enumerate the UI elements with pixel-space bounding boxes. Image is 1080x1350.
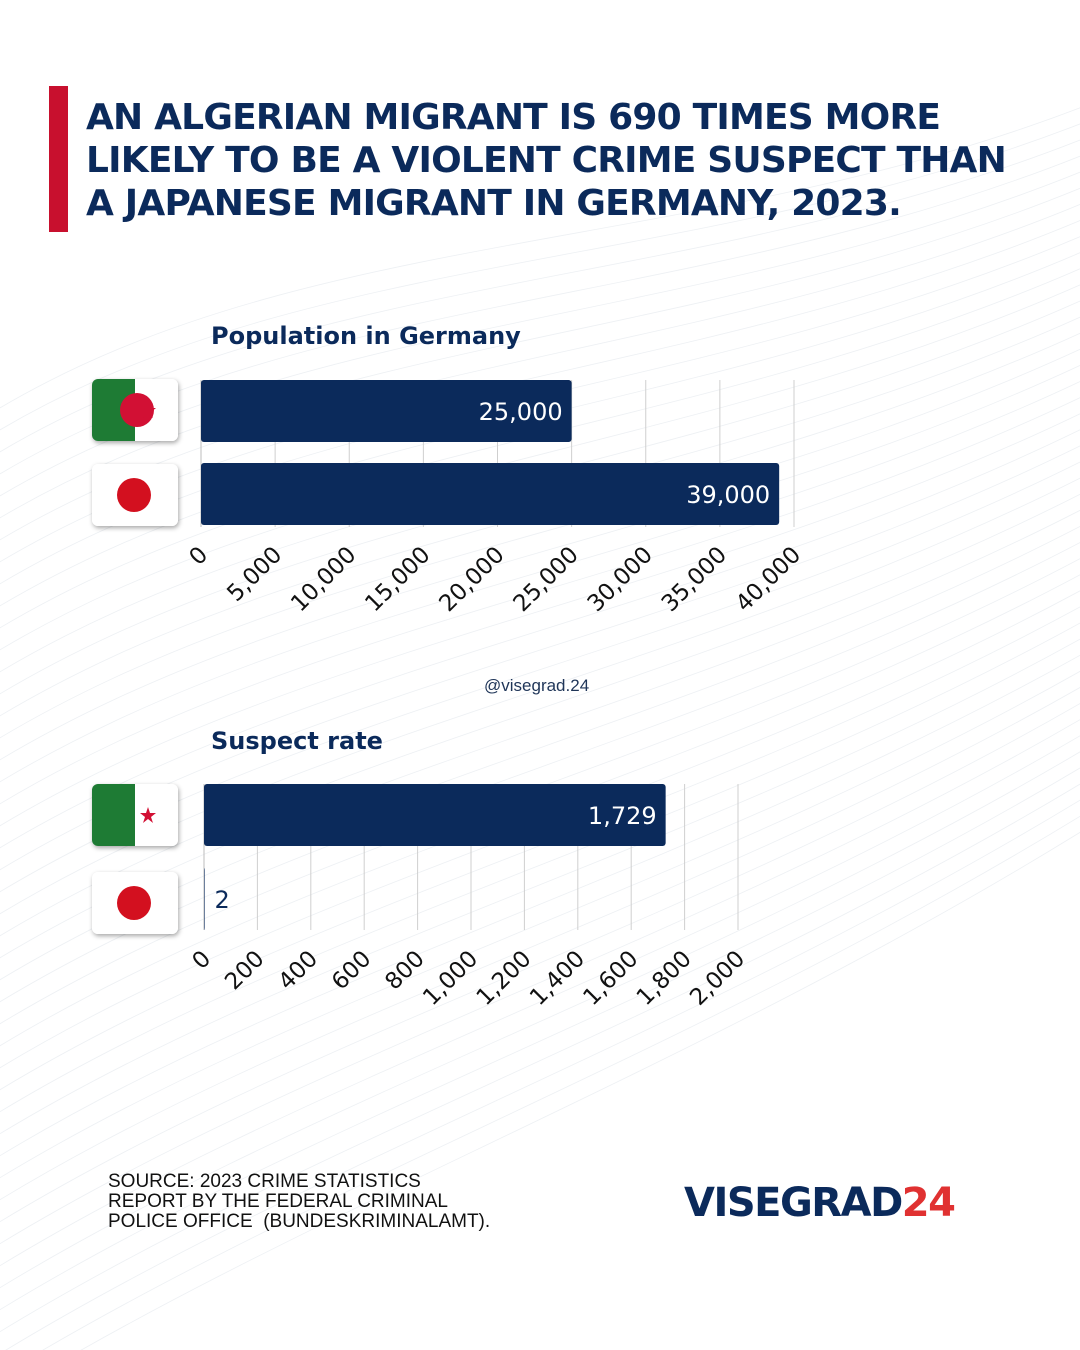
tick-label: 200 <box>220 946 269 995</box>
bar-japan <box>201 463 780 525</box>
tick-label: 1,400 <box>525 946 590 1011</box>
tick-label: 2,000 <box>685 946 750 1011</box>
algeria-flag-icon <box>92 379 178 441</box>
chart-title-suspect-rate: Suspect rate <box>211 727 383 755</box>
visegrad24-logo: VISEGRAD24 <box>684 1180 956 1226</box>
tick-label: 600 <box>327 946 376 995</box>
japan-flag-icon <box>92 872 178 934</box>
source-line: REPORT BY THE FEDERAL CRIMINAL <box>108 1191 448 1212</box>
chart-title-population: Population in Germany <box>211 322 521 350</box>
tick-label: 1,800 <box>632 946 697 1011</box>
tick-label: 400 <box>274 946 323 995</box>
headline-accent-bar <box>49 86 68 232</box>
bar-algeria <box>204 784 666 846</box>
bar-algeria <box>201 380 572 442</box>
value-label: 1,729 <box>588 802 657 830</box>
value-label: 25,000 <box>479 398 563 426</box>
japan-flag-icon <box>92 464 178 526</box>
tick-label: 1,200 <box>472 946 537 1011</box>
tick-label: 0 <box>188 946 217 975</box>
algeria-flag-icon <box>92 784 178 846</box>
value-label: 39,000 <box>686 481 770 509</box>
headline: AN ALGERIAN MIGRANT IS 690 TIMES MORE LI… <box>86 96 1046 225</box>
bar-japan <box>204 868 205 930</box>
tick-label: 1,600 <box>578 946 643 1011</box>
tick-label: 1,000 <box>418 946 483 1011</box>
source-line: SOURCE: 2023 CRIME STATISTICS <box>108 1171 421 1192</box>
headline-line: AN ALGERIAN MIGRANT IS 690 TIMES MORE <box>86 97 941 138</box>
headline-line: A JAPANESE MIGRANT IN GERMANY, 2023. <box>86 183 902 224</box>
logo-text-part2: 24 <box>901 1180 956 1226</box>
logo-text-part1: VISEGRAD <box>684 1180 903 1226</box>
headline-line: LIKELY TO BE A VIOLENT CRIME SUSPECT THA… <box>86 140 1007 181</box>
source-line: POLICE OFFICE (BUNDESKRIMINALAMT). <box>108 1211 491 1232</box>
watermark-handle: @visegrad.24 <box>484 676 590 695</box>
value-label: 2 <box>215 886 230 914</box>
source-note: SOURCE: 2023 CRIME STATISTICS REPORT BY … <box>108 1172 490 1232</box>
